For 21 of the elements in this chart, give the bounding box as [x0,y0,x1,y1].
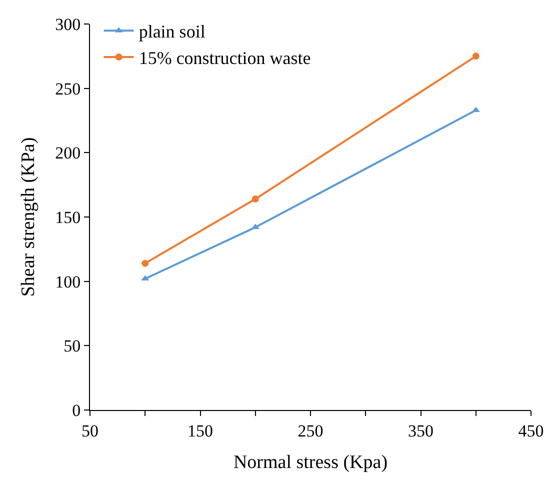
y-tick-label: 300 [55,14,81,34]
point [252,195,259,202]
legend-label: 15% construction waste [138,48,311,68]
x-tick-label: 450 [518,421,544,440]
x-tick-label: 250 [298,421,324,440]
legend-label: plain soil [138,22,206,42]
y-tick-label: 200 [55,144,81,163]
x-tick-label: 350 [408,421,434,440]
point [251,224,260,230]
y-tick-label: 250 [55,79,81,98]
y-tick-label: 50 [64,336,81,356]
x-axis-title: Normal stress (Kpa) [233,452,388,474]
x-tick-label: 150 [188,421,213,440]
y-axis-title: Shear strength (KPa) [18,137,39,297]
x-tick-label: 50 [82,421,98,440]
y-tick-label: 100 [55,272,81,292]
point [142,260,149,267]
point [472,52,480,60]
y-tick-label: 150 [55,208,81,227]
point [141,275,150,281]
y-tick-label: 0 [72,400,81,420]
